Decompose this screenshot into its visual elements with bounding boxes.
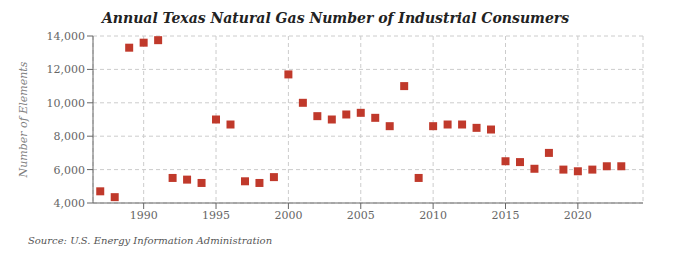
html-text:Annual Texas Natural Gas Numbe: Annual Texas Natural Gas Number of Indus… bbox=[101, 10, 570, 26]
svg-text:6,000: 6,000 bbox=[54, 164, 86, 177]
svg-text:1995: 1995 bbox=[202, 209, 230, 222]
svg-text:4,000: 4,000 bbox=[54, 197, 86, 210]
svg-text:12,000: 12,000 bbox=[47, 63, 86, 76]
svg-text:Number of Elements: Number of Elements bbox=[17, 61, 30, 178]
svg-text:14,000: 14,000 bbox=[47, 30, 86, 43]
svg-text:1990: 1990 bbox=[130, 209, 158, 222]
svg-text:2015: 2015 bbox=[492, 209, 520, 222]
svg-text:2020: 2020 bbox=[564, 209, 592, 222]
svg-text:8,000: 8,000 bbox=[54, 130, 86, 143]
svg-text:2005: 2005 bbox=[347, 209, 375, 222]
svg-text:2000: 2000 bbox=[274, 209, 302, 222]
svg-text:2010: 2010 bbox=[419, 209, 447, 222]
svg-text:10,000: 10,000 bbox=[47, 97, 86, 110]
html-text:Source: U.S. Energy Informatio: Source: U.S. Energy Information Administ… bbox=[28, 235, 273, 246]
